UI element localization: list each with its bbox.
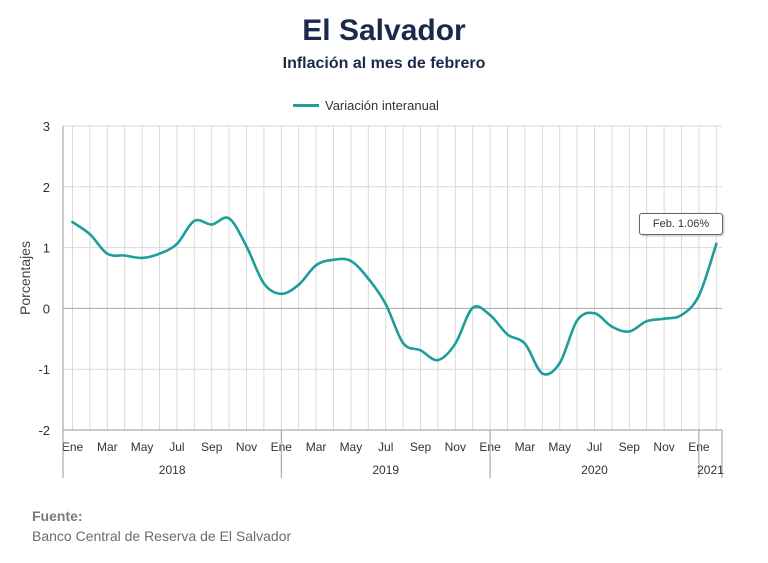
data-point bbox=[697, 294, 701, 297]
data-point bbox=[297, 283, 301, 286]
y-tick-label: 1 bbox=[43, 241, 50, 256]
year-label: 2020 bbox=[581, 463, 608, 477]
year-label: 2018 bbox=[159, 463, 186, 477]
year-label: 2019 bbox=[372, 463, 399, 477]
chart-subtitle: Inflación al mes de febrero bbox=[282, 55, 486, 72]
x-tick-label: Nov bbox=[236, 440, 257, 454]
source-text: Banco Central de Reserva de El Salvador bbox=[32, 528, 292, 544]
x-tick-label: Nov bbox=[445, 440, 466, 454]
y-tick-label: -2 bbox=[38, 423, 50, 438]
data-point bbox=[645, 319, 648, 323]
y-tick-label: 3 bbox=[43, 119, 50, 134]
data-point bbox=[71, 220, 74, 224]
data-point bbox=[419, 349, 422, 352]
data-point bbox=[245, 245, 248, 248]
y-tick-label: 0 bbox=[43, 301, 50, 316]
x-tick-label: Sep bbox=[619, 440, 641, 454]
data-point bbox=[158, 252, 161, 255]
data-point bbox=[367, 277, 370, 280]
data-point bbox=[384, 302, 388, 306]
year-label: 2021 bbox=[697, 463, 724, 477]
y-tick-label: 2 bbox=[43, 180, 50, 195]
legend-swatch bbox=[293, 103, 319, 107]
data-point bbox=[401, 341, 405, 345]
data-point bbox=[558, 361, 561, 365]
data-point bbox=[193, 219, 196, 223]
data-point bbox=[488, 313, 492, 317]
data-point bbox=[280, 292, 283, 296]
data-point bbox=[593, 311, 596, 315]
data-point bbox=[662, 317, 666, 321]
data-point bbox=[680, 313, 683, 317]
chart-title: El Salvador bbox=[302, 14, 466, 47]
data-point bbox=[523, 342, 527, 345]
x-tick-label: Jul bbox=[169, 440, 184, 454]
x-tick-label: Mar bbox=[515, 440, 536, 454]
y-tick-label: -1 bbox=[38, 362, 50, 377]
data-point bbox=[541, 372, 544, 375]
data-point bbox=[314, 263, 318, 267]
data-point bbox=[454, 342, 457, 345]
series-line-variacion-interanual bbox=[71, 216, 718, 376]
data-point bbox=[227, 217, 231, 220]
x-tick-label: May bbox=[548, 440, 571, 454]
data-point bbox=[140, 256, 144, 260]
legend-label: Variación interanual bbox=[325, 97, 439, 113]
y-axis-title: Porcentajes bbox=[17, 241, 33, 315]
data-point bbox=[106, 252, 109, 255]
data-point bbox=[628, 330, 631, 333]
x-tick-label: Sep bbox=[201, 440, 223, 454]
data-point bbox=[715, 242, 718, 246]
data-point bbox=[575, 319, 579, 322]
x-tick-label: Mar bbox=[306, 440, 327, 454]
x-tick-label: May bbox=[340, 440, 363, 454]
x-tick-label: Jul bbox=[378, 440, 393, 454]
data-point bbox=[349, 259, 353, 263]
source-heading: Fuente: bbox=[32, 508, 83, 524]
last-value-annotation: Feb. 1.06% bbox=[639, 213, 723, 235]
data-point bbox=[123, 254, 126, 257]
x-tick-label: Jul bbox=[587, 440, 602, 454]
data-point bbox=[262, 282, 266, 285]
data-point bbox=[436, 358, 440, 362]
x-tick-label: Nov bbox=[653, 440, 674, 454]
data-point bbox=[506, 333, 509, 336]
data-point bbox=[175, 242, 179, 246]
x-tick-label: Mar bbox=[97, 440, 118, 454]
x-tick-label: Ene bbox=[62, 440, 84, 454]
data-point bbox=[610, 325, 614, 328]
data-point bbox=[471, 306, 475, 310]
data-point bbox=[332, 258, 335, 262]
data-point bbox=[88, 232, 92, 236]
x-tick-label: May bbox=[131, 440, 154, 454]
legend: Variación interanual bbox=[293, 96, 439, 114]
x-tick-label: Sep bbox=[410, 440, 432, 454]
data-point bbox=[210, 223, 213, 226]
